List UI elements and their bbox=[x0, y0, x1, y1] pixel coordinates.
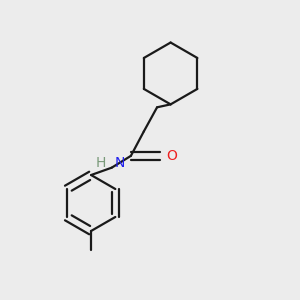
Text: N: N bbox=[115, 156, 125, 170]
Text: O: O bbox=[166, 149, 177, 164]
Text: H: H bbox=[95, 156, 106, 170]
